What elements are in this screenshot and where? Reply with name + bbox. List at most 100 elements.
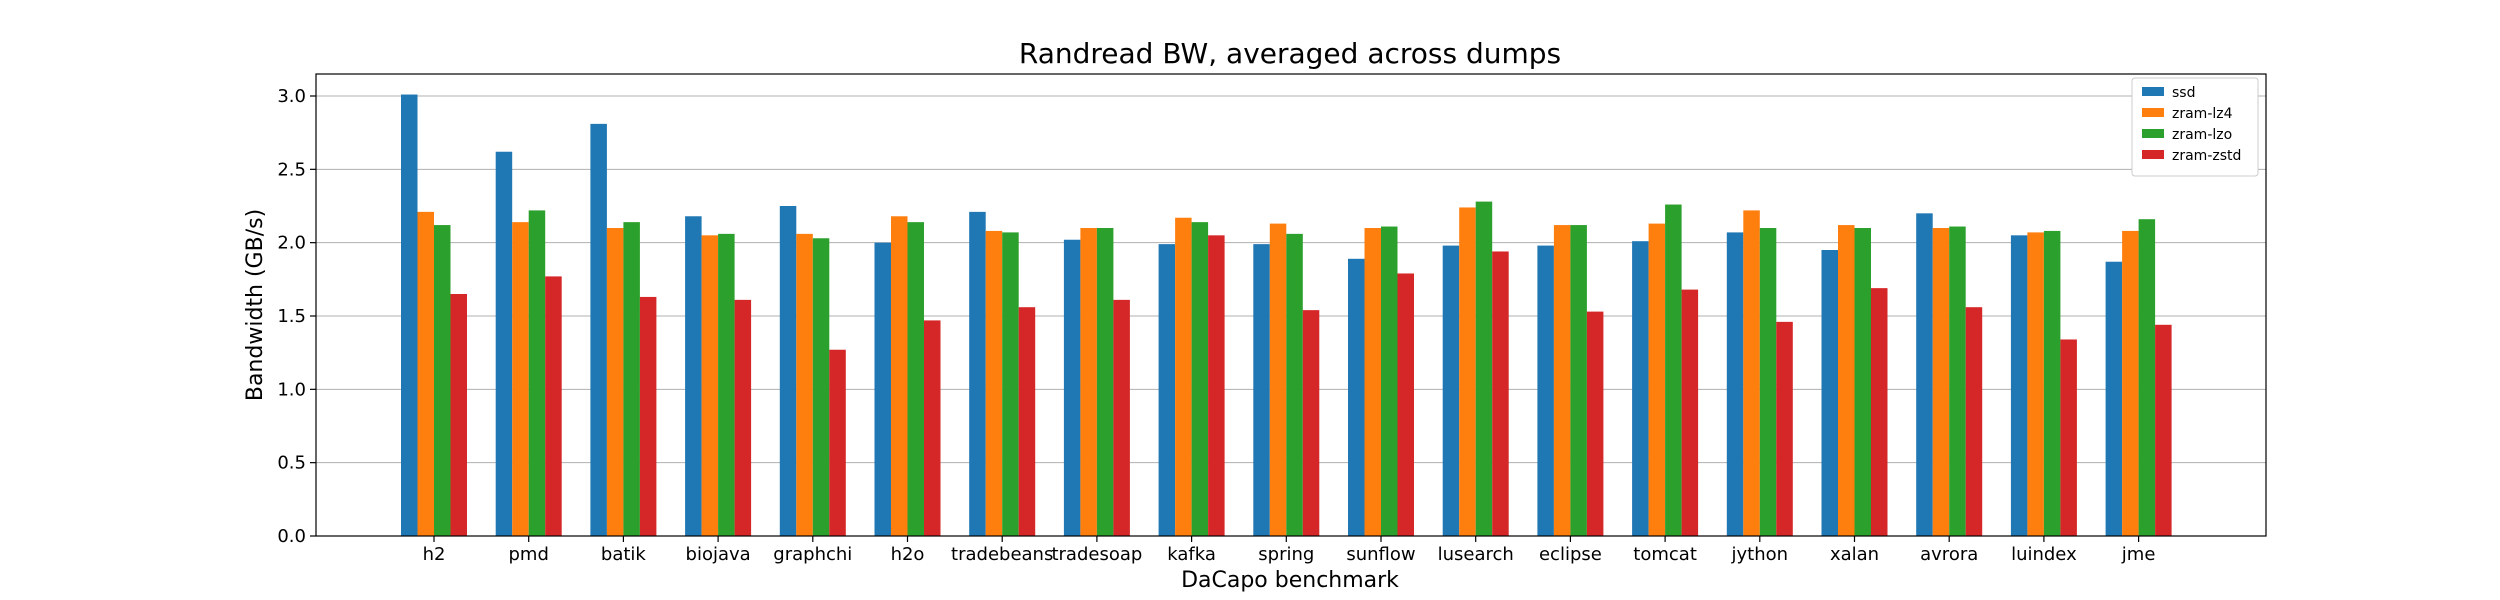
bar-zram-zstd-eclipse — [1586, 311, 1604, 536]
bar-zram-zstd-h2 — [450, 294, 467, 536]
bar-ssd-pmd — [495, 151, 513, 536]
bar-zram-lzo-eclipse — [1570, 225, 1587, 537]
bar-ssd-jme — [2105, 261, 2123, 536]
bar-zram-lz4-tradesoap — [1080, 228, 1097, 536]
x-tick-label: tradesoap — [1051, 544, 1142, 565]
bar-ssd-graphchi — [779, 206, 797, 536]
x-tick-label: tomcat — [1633, 544, 1697, 565]
legend-label: ssd — [2172, 85, 2195, 101]
y-tick-label: 2.5 — [277, 159, 306, 180]
bar-zram-lzo-jython — [1759, 228, 1777, 536]
bar-zram-lzo-tradebeans — [1002, 232, 1019, 536]
x-tick-label: batik — [601, 544, 647, 565]
y-tick-label: 1.5 — [277, 306, 306, 327]
y-axis-ticks: 0.0 0.5 1.0 1.5 2.0 2.5 3.0 — [277, 86, 316, 547]
bar-zram-zstd-kafka — [1208, 235, 1225, 537]
bar-zram-zstd-tomcat — [1681, 289, 1699, 536]
bar-ssd-tradebeans — [969, 211, 986, 536]
bar-zram-lzo-pmd — [528, 210, 546, 536]
y-axis-label: Bandwidth (GB/s) — [243, 209, 268, 401]
bar-ssd-tradesoap — [1063, 239, 1081, 536]
legend-swatch — [2142, 108, 2164, 117]
bar-zram-zstd-avrora — [1965, 307, 1983, 536]
bar-ssd-lusearch — [1442, 245, 1460, 536]
plot-frame — [315, 73, 2267, 537]
x-tick-label: h2o — [891, 544, 925, 565]
bar-zram-lzo-sunflow — [1381, 226, 1398, 537]
bar-zram-lz4-tomcat — [1648, 223, 1666, 536]
bar-zram-lzo-avrora — [1949, 226, 1966, 537]
bar-zram-lzo-spring — [1286, 233, 1303, 536]
legend-label: zram-lzo — [2172, 127, 2232, 143]
bar-zram-lzo-h2 — [434, 225, 451, 537]
bar-zram-lz4-batik — [606, 228, 624, 536]
bar-zram-zstd-luindex — [2060, 339, 2077, 536]
bar-zram-zstd-xalan — [1871, 288, 1888, 536]
bar-zram-lzo-jme — [2138, 219, 2156, 536]
bar-zram-zstd-tradesoap — [1113, 299, 1130, 536]
bar-zram-zstd-spring — [1302, 310, 1320, 536]
x-tick-label: jme — [2121, 544, 2156, 565]
bar-zram-lz4-jython — [1743, 210, 1760, 536]
legend: ssd zram-lz4 zram-lzo zram-zstd — [2131, 77, 2259, 177]
bar-ssd-h2 — [401, 94, 418, 537]
bar-zram-lz4-eclipse — [1553, 225, 1571, 537]
x-tick-label: biojava — [686, 544, 751, 565]
x-tick-label: luindex — [2011, 544, 2077, 565]
x-tick-label: eclipse — [1539, 544, 1602, 565]
x-tick-label: xalan — [1830, 544, 1879, 565]
x-axis-label: DaCapo benchmark — [1181, 568, 1399, 593]
bar-ssd-tomcat — [1632, 241, 1649, 536]
bar-ssd-jython — [1726, 232, 1744, 536]
legend-label: zram-lz4 — [2172, 106, 2233, 122]
bar-zram-lzo-lusearch — [1475, 201, 1493, 536]
bar-zram-lz4-h2 — [417, 211, 434, 536]
bar-zram-lz4-avrora — [1932, 228, 1950, 536]
bar-zram-lz4-biojava — [701, 235, 719, 537]
legend-swatch — [2142, 87, 2164, 96]
bar-zram-zstd-batik — [639, 296, 657, 536]
bar-zram-lzo-biojava — [718, 233, 735, 536]
bar-zram-lzo-xalan — [1854, 228, 1871, 536]
y-tick-label: 1.0 — [277, 379, 306, 400]
bar-ssd-h2o — [874, 242, 891, 536]
bar-zram-zstd-jython — [1776, 321, 1793, 536]
bar-ssd-avrora — [1916, 213, 1933, 537]
bar-ssd-luindex — [2010, 235, 2028, 537]
x-tick-label: sunflow — [1346, 544, 1415, 565]
y-tick-label: 0.0 — [277, 526, 306, 547]
bar-zram-lz4-lusearch — [1459, 207, 1476, 536]
y-tick-label: 2.0 — [277, 233, 306, 254]
bar-zram-lzo-graphchi — [812, 238, 830, 536]
bar-zram-lzo-tradesoap — [1096, 228, 1114, 536]
y-tick-label: 0.5 — [277, 453, 306, 474]
legend-swatch — [2142, 129, 2164, 138]
x-axis-ticks: h2 pmd batik biojava graphchi h2o tradebeanstr… — [423, 536, 2156, 565]
bar-zram-lz4-luindex — [2027, 232, 2044, 536]
bar-zram-zstd-sunflow — [1397, 273, 1414, 536]
bar-ssd-spring — [1253, 244, 1270, 536]
bar-zram-lzo-tomcat — [1665, 204, 1682, 537]
y-tick-label: 3.0 — [277, 86, 306, 107]
x-tick-label: graphchi — [773, 544, 852, 565]
bar-zram-lzo-batik — [623, 222, 640, 536]
bar-zram-zstd-pmd — [545, 276, 562, 536]
bar-zram-lz4-pmd — [512, 222, 529, 536]
bar-zram-lz4-sunflow — [1364, 228, 1381, 536]
bar-zram-lz4-spring — [1269, 223, 1287, 536]
chart-title: Randread BW, averaged across dumps — [1019, 37, 1561, 70]
bar-ssd-xalan — [1821, 250, 1838, 536]
x-tick-label: lusearch — [1438, 544, 1514, 565]
bar-zram-lzo-h2o — [907, 222, 924, 536]
bar-zram-zstd-lusearch — [1492, 251, 1509, 536]
bar-zram-lz4-graphchi — [796, 233, 813, 536]
bars-group — [401, 94, 2172, 537]
bar-ssd-biojava — [685, 216, 702, 536]
bar-zram-zstd-tradebeans — [1018, 307, 1036, 536]
x-tick-label: kafka — [1167, 544, 1216, 565]
bar-ssd-batik — [590, 123, 607, 536]
x-tick-label: pmd — [509, 544, 549, 565]
x-tick-label: h2 — [423, 544, 446, 565]
bar-zram-lzo-luindex — [2043, 230, 2061, 536]
